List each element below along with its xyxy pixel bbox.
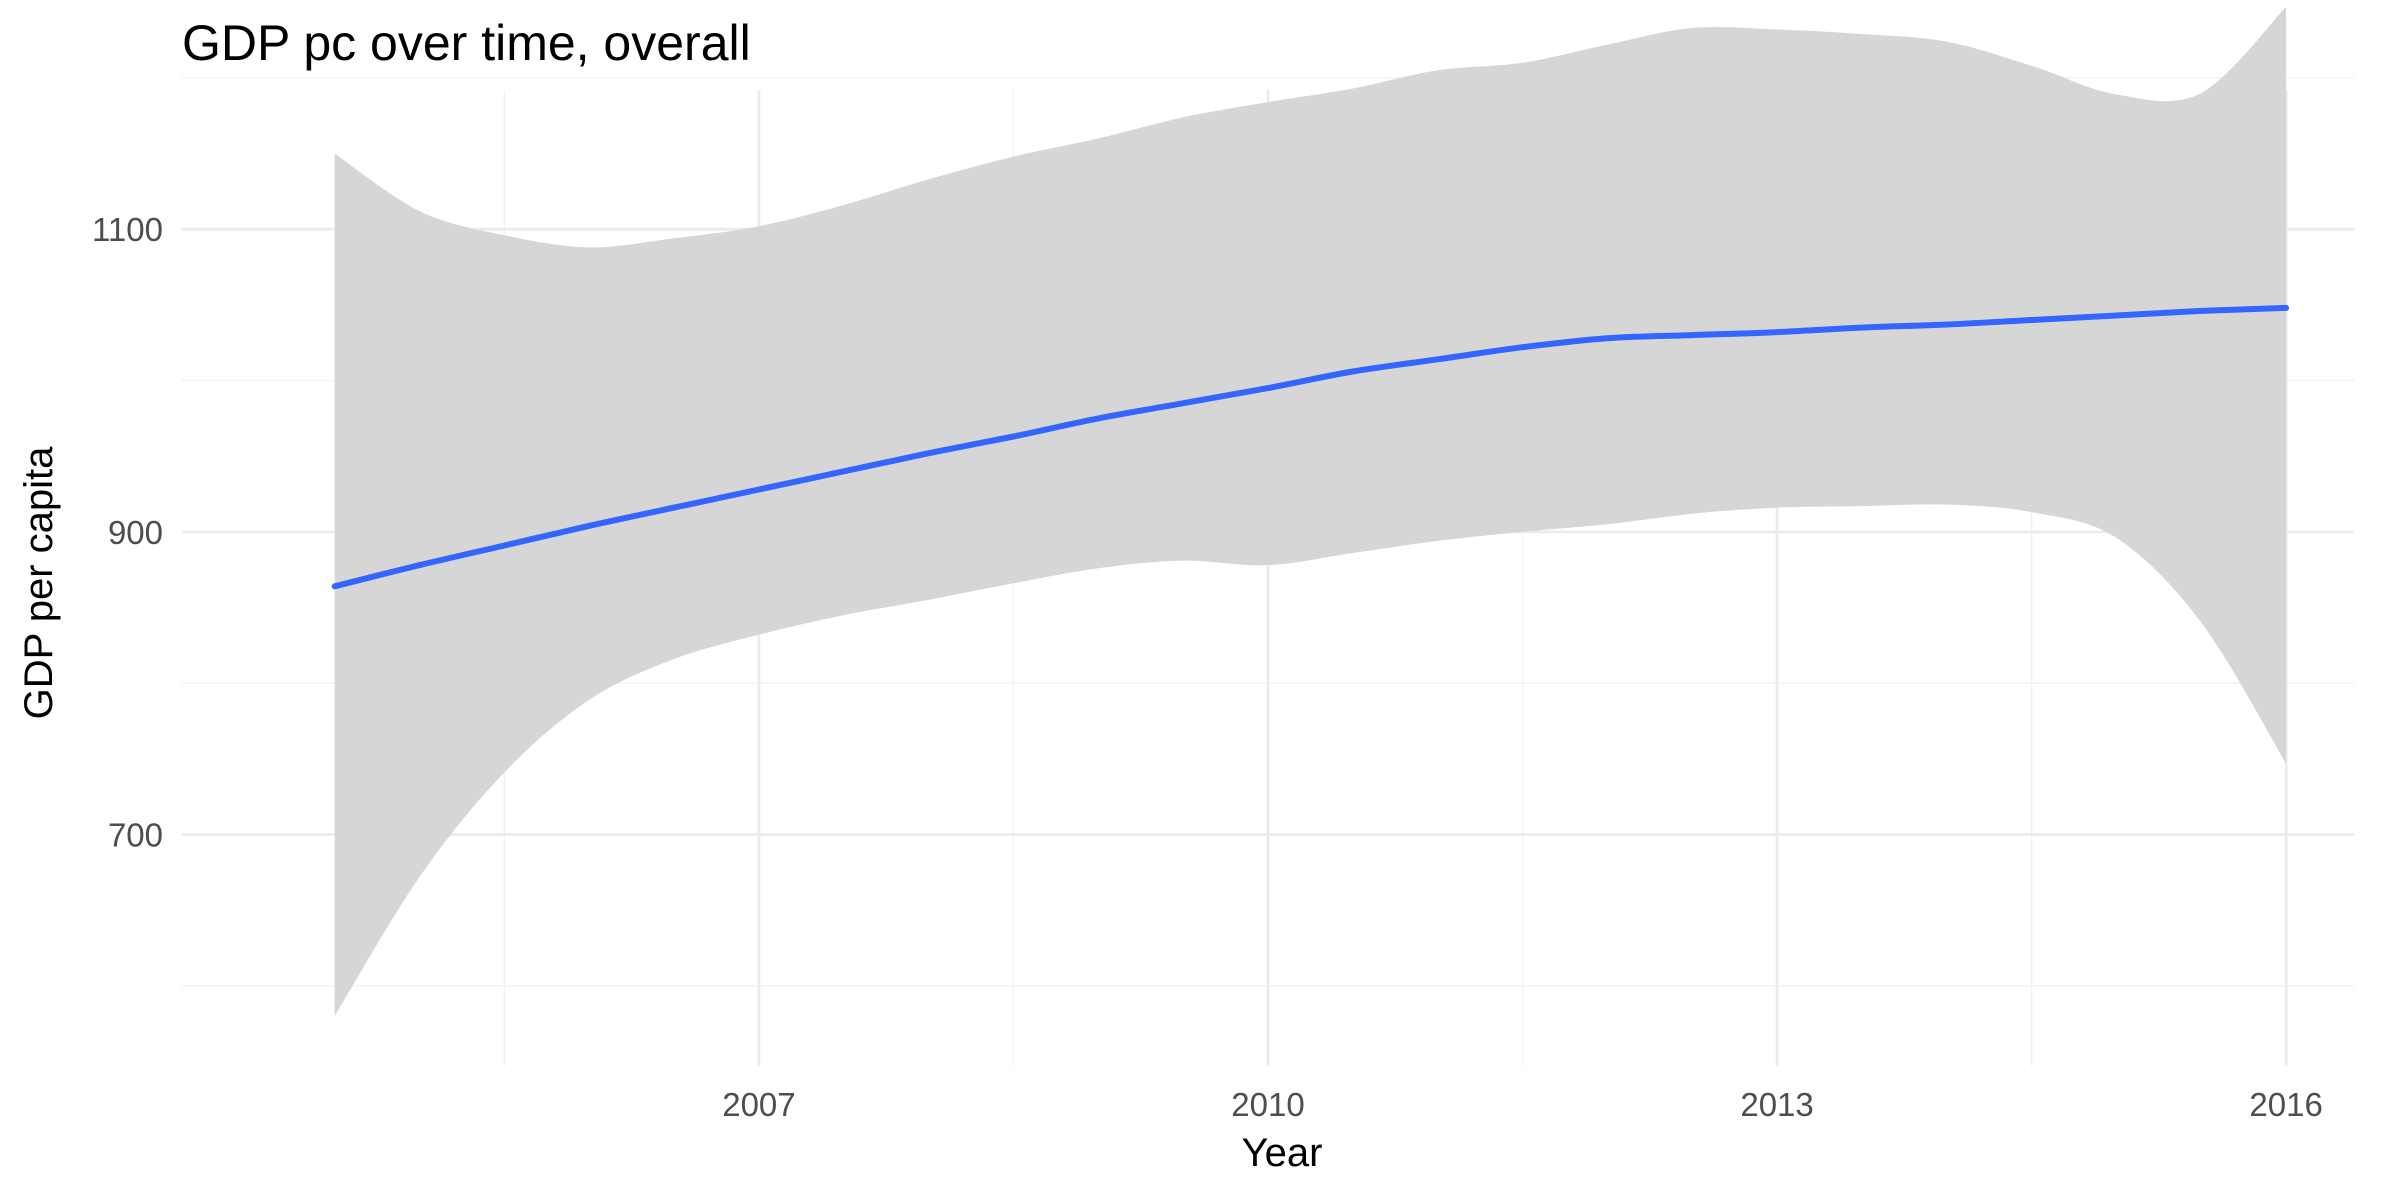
- y-axis-title: GDP per capita: [17, 446, 61, 719]
- y-tick-label: 700: [108, 816, 163, 853]
- chart-title: GDP pc over time, overall: [182, 15, 751, 71]
- series-line: [331, 304, 2290, 590]
- x-tick-label: 2016: [2249, 1086, 2322, 1123]
- x-axis-ticks: 2007 2010 2013 2016: [722, 1086, 2323, 1123]
- y-tick-label: 1100: [92, 211, 163, 248]
- y-axis-ticks: 700 900 1100: [92, 211, 163, 853]
- x-tick-label: 2013: [1740, 1086, 1813, 1123]
- x-tick-label: 2007: [722, 1086, 795, 1123]
- confidence-band: [334, 6, 2287, 1017]
- x-axis-title: Year: [1242, 1131, 1323, 1175]
- x-tick-label: 2010: [1231, 1086, 1304, 1123]
- y-tick-label: 900: [108, 514, 163, 551]
